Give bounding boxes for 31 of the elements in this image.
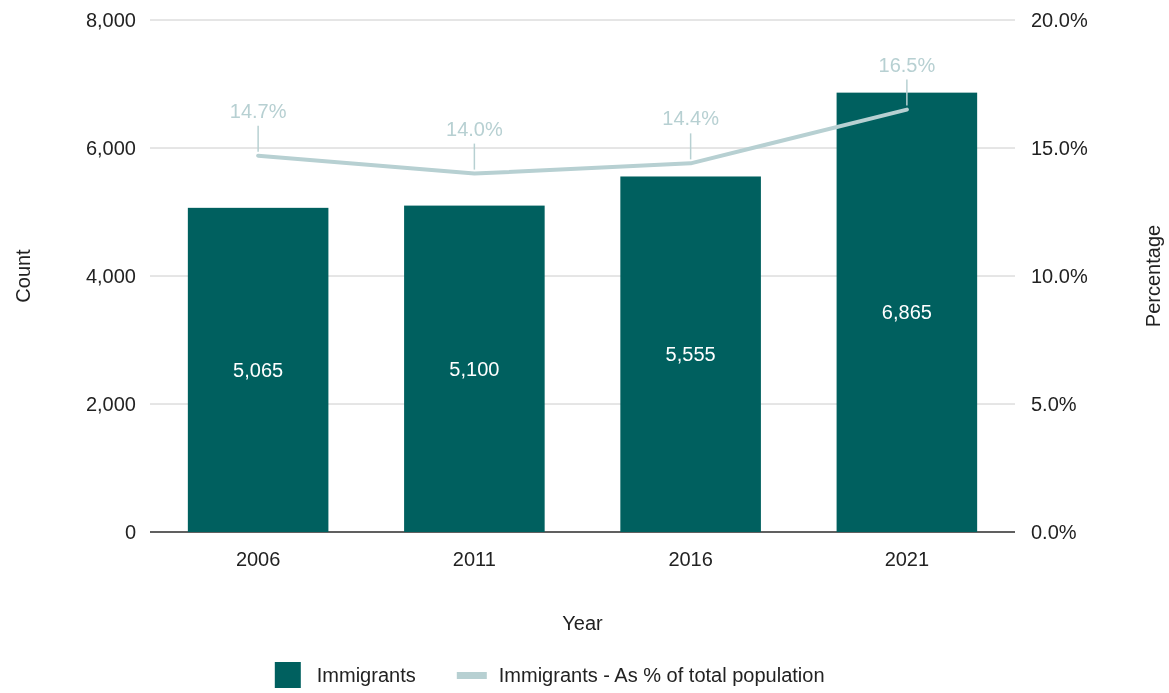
x-tick-label: 2006 [235, 548, 281, 570]
data-label: 14.7% [229, 99, 287, 122]
y-tick-label: 2,000 [85, 393, 136, 415]
data-label: 6,865 [881, 301, 932, 324]
data-label: 14.0% [446, 117, 503, 140]
y-tick-label: 0 [124, 521, 136, 543]
bar [836, 92, 978, 532]
x-tick-label: 2021 [884, 548, 930, 570]
data-label: 16.5% [878, 53, 936, 76]
y-tick-label: 6,000 [85, 137, 136, 159]
y2-axis-title: Percentage [1142, 224, 1164, 328]
y2-tick-label: 0.0% [1031, 521, 1077, 543]
y-axis-title: Count [12, 248, 34, 303]
x-tick-label: 2016 [668, 548, 713, 570]
legend-label: Immigrants [316, 664, 416, 686]
y2-tick-label: 5.0% [1031, 393, 1077, 415]
data-label: 5,100 [449, 357, 500, 380]
y2-tick-label: 10.0% [1031, 265, 1088, 287]
data-label: 14.4% [662, 107, 720, 130]
bar [404, 205, 545, 532]
bar [187, 207, 329, 532]
x-axis-title: Year [562, 612, 604, 634]
x-tick-label: 2011 [452, 548, 496, 570]
legend-label: Immigrants - As % of total population [498, 664, 825, 686]
y2-tick-label: 15.0% [1031, 137, 1088, 159]
bar [620, 176, 761, 532]
y-tick-label: 4,000 [85, 265, 136, 287]
y-tick-label: 8,000 [85, 9, 136, 31]
y2-tick-label: 20.0% [1031, 9, 1088, 31]
data-label: 5,555 [665, 343, 716, 366]
data-label: 5,065 [233, 358, 284, 381]
